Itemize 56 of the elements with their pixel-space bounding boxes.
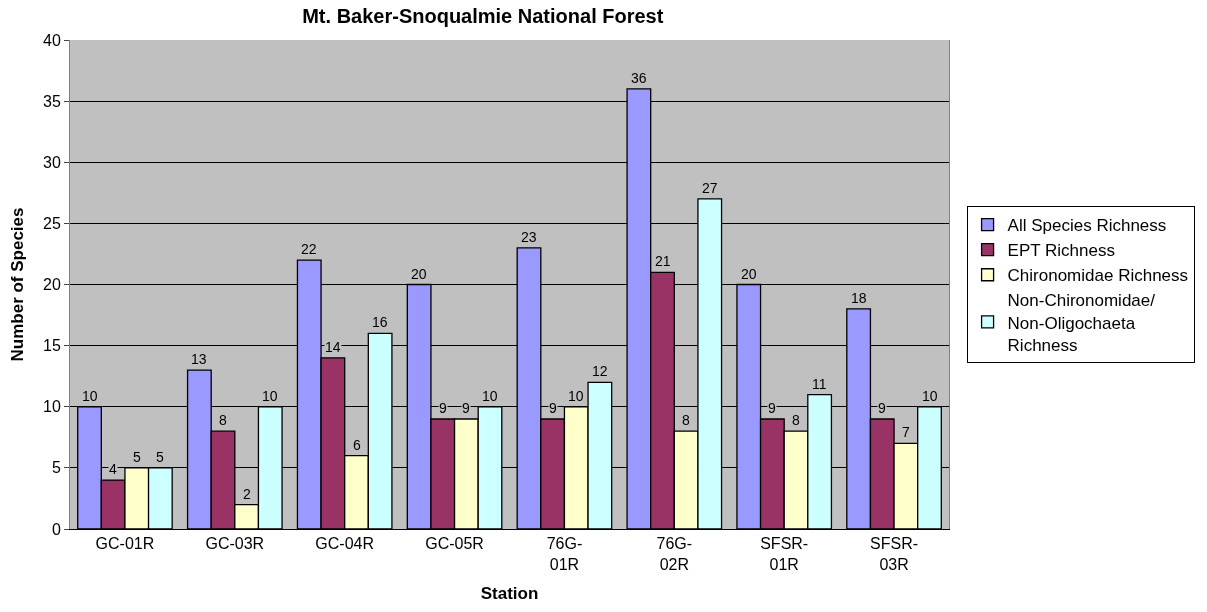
data-label: 10	[82, 388, 98, 404]
x-tick-label: GC-01R	[95, 535, 155, 553]
data-label: 11	[812, 376, 827, 392]
y-tick-label: 10	[43, 398, 61, 416]
data-label: 9	[439, 400, 447, 416]
y-tick-label: 15	[43, 337, 61, 355]
y-tick-label: 30	[43, 153, 61, 171]
y-tick-label: 0	[51, 520, 61, 538]
data-label: 5	[133, 449, 141, 465]
data-label: 7	[902, 424, 910, 440]
x-tick-label: SFSR-01R	[760, 535, 809, 573]
data-label: 10	[482, 388, 498, 404]
data-label: 10	[922, 388, 938, 404]
y-tick-label: 20	[43, 276, 61, 294]
data-label: 9	[462, 400, 470, 416]
data-label: 21	[655, 253, 671, 269]
legend-label: EPT Richness	[1007, 241, 1115, 261]
data-label: 5	[156, 449, 164, 465]
data-label: 20	[741, 266, 757, 282]
chart-title: Mt. Baker-Snoqualmie National Forest	[302, 5, 664, 28]
y-tick-label: 25	[43, 214, 61, 232]
data-label: 9	[549, 400, 557, 416]
legend-label: Non-Chironomidae/ Non-Oligochaeta Richness	[1007, 291, 1156, 355]
x-tick-label: GC-03R	[205, 535, 265, 553]
data-label: 36	[631, 70, 647, 86]
x-axis-title: Station	[480, 584, 539, 604]
data-label: 9	[878, 400, 886, 416]
data-label: 13	[191, 351, 207, 367]
x-tick-label: GC-05R	[425, 535, 484, 553]
data-label: 10	[568, 388, 584, 404]
y-tick-label: 35	[43, 92, 61, 110]
y-axis-title: Number of Species	[7, 207, 27, 362]
x-tick-label: GC-04R	[315, 535, 375, 553]
data-label: 2	[243, 486, 251, 502]
data-label: 8	[682, 412, 690, 428]
x-tick-label: 76G-02R	[656, 535, 693, 573]
data-label: 18	[851, 290, 867, 306]
data-label: 14	[325, 339, 341, 355]
data-label: 8	[219, 412, 227, 428]
data-label: 6	[353, 437, 361, 453]
data-label: 27	[702, 180, 718, 196]
legend-label: Chironomidae Richness	[1007, 266, 1189, 286]
y-tick-label: 40	[43, 31, 61, 49]
data-label: 20	[411, 266, 427, 282]
data-label: 12	[592, 363, 608, 379]
data-label: 10	[262, 388, 278, 404]
data-label: 4	[109, 461, 117, 477]
x-tick-label: 76G-01R	[546, 535, 583, 573]
data-label: 9	[768, 400, 776, 416]
data-label: 22	[301, 241, 317, 257]
data-label: 23	[521, 229, 537, 245]
x-tick-label: SFSR-03R	[870, 535, 919, 573]
data-label: 8	[792, 412, 800, 428]
legend-label: All Species Richness	[1007, 216, 1167, 236]
y-tick-label: 5	[51, 459, 61, 477]
data-label: 16	[372, 314, 388, 330]
